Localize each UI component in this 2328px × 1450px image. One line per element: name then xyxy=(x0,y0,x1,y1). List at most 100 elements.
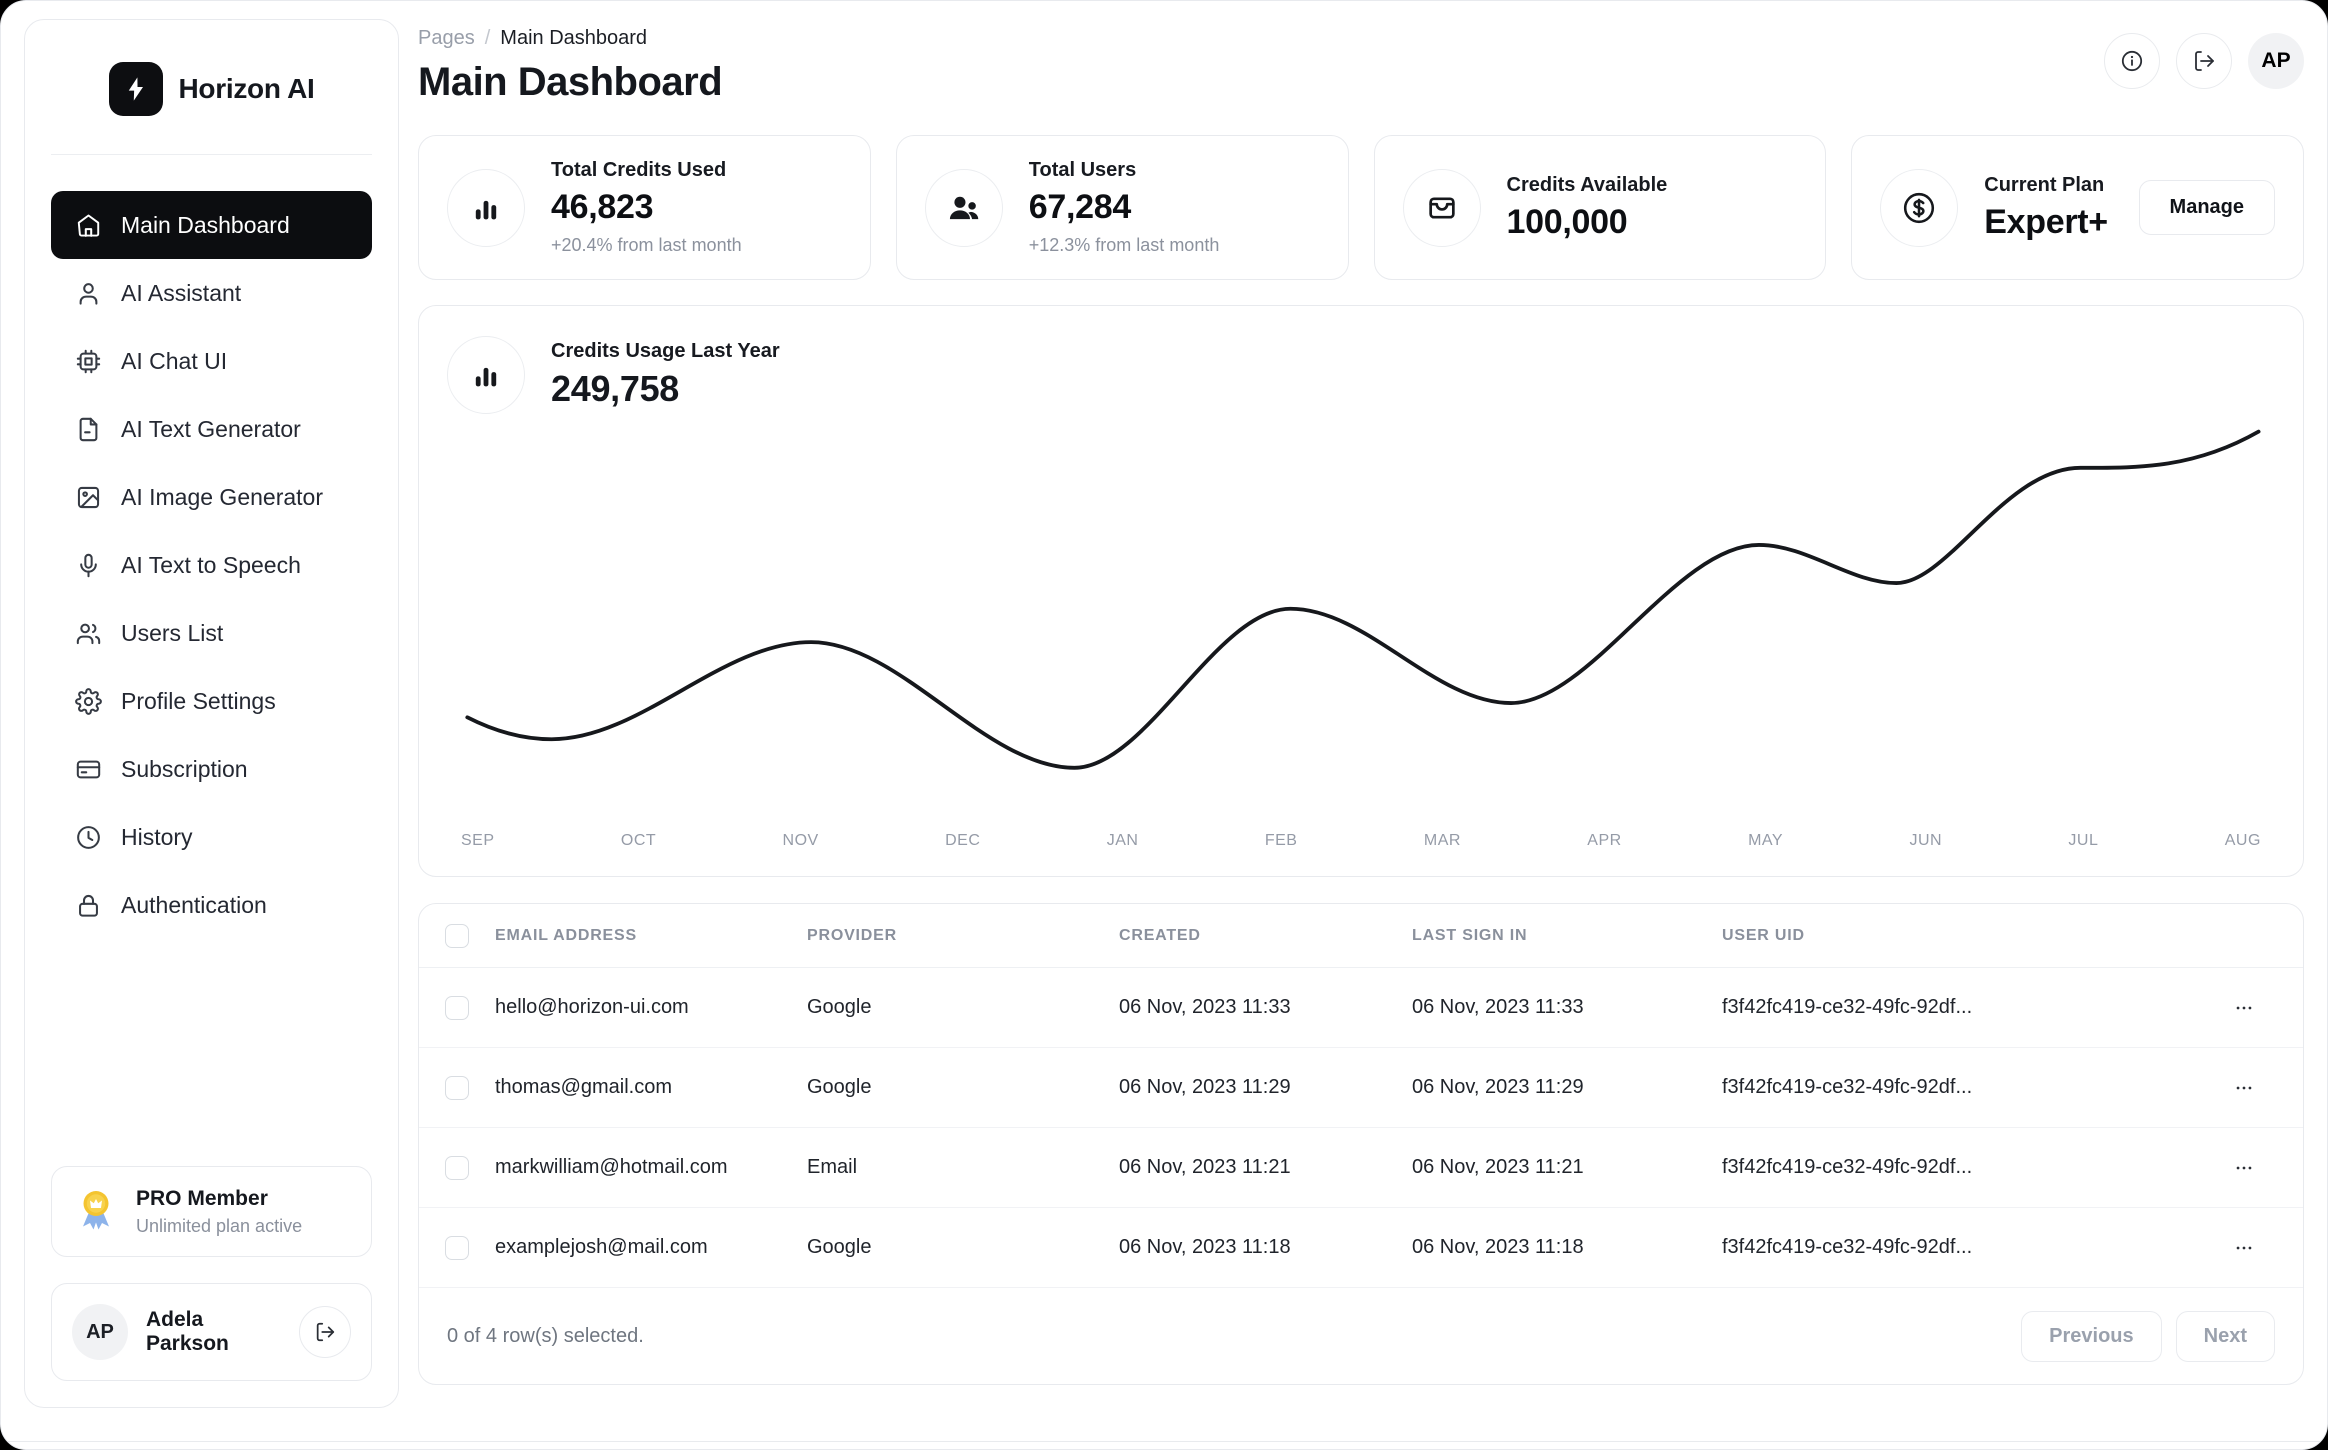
pagination: Previous Next xyxy=(2021,1310,2275,1362)
sidebar-item-label: AI Chat UI xyxy=(121,347,228,374)
row-menu-button[interactable] xyxy=(2227,1071,2261,1105)
cell-last-sign-in: 06 Nov, 2023 11:21 xyxy=(1412,1156,1584,1178)
previous-page-button[interactable]: Previous xyxy=(2021,1310,2162,1362)
stats-row: Total Credits Used 46,823 +20.4% from la… xyxy=(418,135,2304,280)
cell-created: 06 Nov, 2023 11:21 xyxy=(1119,1156,1291,1178)
user-name: Adela Parkson xyxy=(146,1308,229,1355)
stat-card-total-credits-used: Total Credits Used 46,823 +20.4% from la… xyxy=(418,135,871,280)
users-filled-icon xyxy=(924,168,1003,247)
user-card: AP Adela Parkson xyxy=(51,1283,372,1381)
cell-provider: Google xyxy=(807,1076,872,1098)
sidebar-item-authentication[interactable]: Authentication xyxy=(51,871,372,939)
row-menu-button[interactable] xyxy=(2227,1231,2261,1265)
cell-last-sign-in: 06 Nov, 2023 11:29 xyxy=(1412,1076,1584,1098)
users-table-card: EMAIL ADDRESS PROVIDER CREATED LAST SIGN… xyxy=(418,903,2304,1385)
cell-created: 06 Nov, 2023 11:18 xyxy=(1119,1236,1291,1258)
cell-email: thomas@gmail.com xyxy=(495,1076,673,1098)
x-tick: NOV xyxy=(782,832,819,849)
sidebar-item-users-list[interactable]: Users List xyxy=(51,599,372,667)
pro-member-title: PRO Member xyxy=(136,1186,268,1210)
sidebar-item-ai-text-generator[interactable]: AI Text Generator xyxy=(51,395,372,463)
sidebar-divider xyxy=(51,154,372,155)
sidebar-item-ai-assistant[interactable]: AI Assistant xyxy=(51,259,372,327)
x-tick: FEB xyxy=(1264,832,1298,849)
row-menu-button[interactable] xyxy=(2227,1151,2261,1185)
user-icon xyxy=(73,278,103,308)
sidebar-footer: PRO Member Unlimited plan active AP Adel… xyxy=(25,1166,398,1407)
column-header-email: EMAIL ADDRESS xyxy=(495,926,637,944)
stat-label: Total Users xyxy=(1028,159,1137,181)
stat-value: 100,000 xyxy=(1506,202,1628,241)
cell-created: 06 Nov, 2023 11:29 xyxy=(1119,1076,1291,1098)
stat-label: Total Credits Used xyxy=(551,159,727,181)
app-name: Horizon AI xyxy=(178,73,315,104)
column-header-provider: PROVIDER xyxy=(807,926,897,944)
logout-button[interactable] xyxy=(299,1306,351,1358)
pro-member-card: PRO Member Unlimited plan active xyxy=(51,1166,372,1257)
sidebar-item-history[interactable]: History xyxy=(51,803,372,871)
credit-card-icon xyxy=(73,754,103,784)
page-header: Pages / Main Dashboard Main Dashboard AP xyxy=(418,27,2304,105)
logout-icon xyxy=(316,1322,335,1342)
table-header-row: EMAIL ADDRESS PROVIDER CREATED LAST SIGN… xyxy=(419,904,2303,968)
sidebar-item-label: Main Dashboard xyxy=(121,211,290,238)
profile-avatar-button[interactable]: AP xyxy=(2248,33,2304,89)
gear-icon xyxy=(73,686,103,716)
select-all-checkbox[interactable] xyxy=(445,923,469,948)
table-footer: 0 of 4 row(s) selected. Previous Next xyxy=(419,1288,2303,1384)
breadcrumb-current[interactable]: Main Dashboard xyxy=(500,27,648,49)
cell-user-uid: f3f42fc419-ce32-49fc-92df... xyxy=(1722,1156,1973,1178)
page-title: Main Dashboard xyxy=(418,60,723,104)
x-tick: APR xyxy=(1587,832,1622,849)
ellipsis-icon xyxy=(2236,1086,2252,1089)
sidebar-item-main-dashboard[interactable]: Main Dashboard xyxy=(51,191,372,259)
sidebar-item-label: Users List xyxy=(121,619,224,646)
next-page-button[interactable]: Next xyxy=(2175,1310,2275,1362)
column-header-last-sign-in: LAST SIGN IN xyxy=(1412,926,1528,944)
cell-provider: Google xyxy=(807,996,872,1018)
sidebar-item-ai-text-to-speech[interactable]: AI Text to Speech xyxy=(51,531,372,599)
pro-member-subtitle: Unlimited plan active xyxy=(136,1215,303,1236)
info-button[interactable] xyxy=(2104,33,2160,89)
sidebar-item-subscription[interactable]: Subscription xyxy=(51,735,372,803)
x-tick: SEP xyxy=(461,832,495,849)
row-checkbox[interactable] xyxy=(445,1155,469,1180)
breadcrumb-separator: / xyxy=(484,27,491,49)
home-icon xyxy=(73,210,103,240)
row-menu-button[interactable] xyxy=(2227,991,2261,1025)
row-checkbox[interactable] xyxy=(445,995,469,1020)
sidebar-item-profile-settings[interactable]: Profile Settings xyxy=(51,667,372,735)
stat-delta: +12.3% from last month xyxy=(1028,235,1220,255)
sign-out-button[interactable] xyxy=(2176,33,2232,89)
cell-user-uid: f3f42fc419-ce32-49fc-92df... xyxy=(1722,1076,1973,1098)
sidebar-item-label: AI Text to Speech xyxy=(121,551,301,578)
sidebar-item-label: AI Text Generator xyxy=(121,415,301,442)
sidebar-item-ai-image-generator[interactable]: AI Image Generator xyxy=(51,463,372,531)
logout-icon xyxy=(2195,51,2214,71)
sidebar-item-label: History xyxy=(121,823,193,850)
x-tick: DEC xyxy=(945,832,981,849)
row-checkbox[interactable] xyxy=(445,1235,469,1260)
cell-user-uid: f3f42fc419-ce32-49fc-92df... xyxy=(1722,996,1973,1018)
selection-status: 0 of 4 row(s) selected. xyxy=(447,1324,644,1347)
lock-icon xyxy=(73,890,103,920)
x-tick: JUL xyxy=(2068,832,2099,849)
header-actions: AP xyxy=(2104,33,2304,89)
row-checkbox[interactable] xyxy=(445,1075,469,1100)
cell-provider: Email xyxy=(807,1156,858,1178)
x-tick: JAN xyxy=(1106,832,1139,849)
window-bottom-edge xyxy=(1,1441,2327,1442)
breadcrumb-section[interactable]: Pages xyxy=(418,27,475,49)
ellipsis-icon xyxy=(2236,1166,2252,1169)
credits-usage-chart-card: Credits Usage Last Year 249,758 SEP OCT … xyxy=(418,305,2304,877)
manage-plan-button[interactable]: Manage xyxy=(2138,180,2275,235)
stat-value: 46,823 xyxy=(551,188,654,226)
mic-icon xyxy=(73,550,103,580)
x-tick: AUG xyxy=(2224,832,2261,849)
brand-logo: Horizon AI xyxy=(25,20,398,154)
sidebar-item-ai-chat-ui[interactable]: AI Chat UI xyxy=(51,327,372,395)
cell-last-sign-in: 06 Nov, 2023 11:18 xyxy=(1412,1236,1584,1258)
stat-label: Credits Available xyxy=(1506,173,1668,196)
table-row: thomas@gmail.com Google 06 Nov, 2023 11:… xyxy=(419,1048,2303,1128)
